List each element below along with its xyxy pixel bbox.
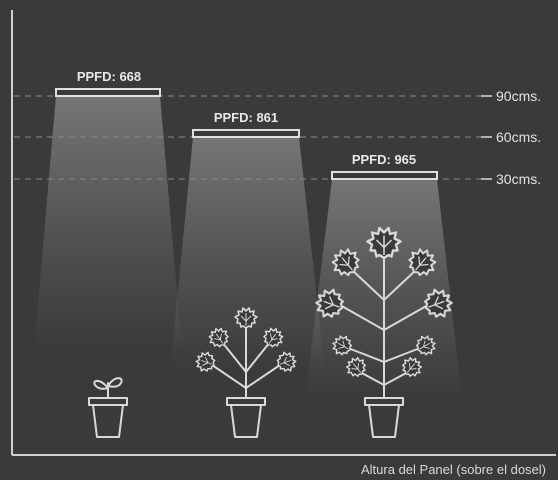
- mature-plant: [311, 226, 457, 438]
- light-beam-1: [34, 96, 182, 350]
- young-plant: [192, 307, 300, 438]
- height-markers: [481, 95, 492, 180]
- height-label-90: 90cms.: [496, 88, 541, 104]
- lamp-panel-2: [192, 129, 300, 138]
- height-label-30: 30cms.: [496, 171, 541, 187]
- ppfd-label-2: PPFD: 861: [214, 110, 278, 125]
- height-label-60: 60cms.: [496, 129, 541, 145]
- ppfd-label-3: PPFD: 965: [352, 152, 416, 167]
- seedling-plant: [88, 377, 128, 438]
- light-beam-2: [170, 137, 325, 372]
- x-axis-caption: Altura del Panel (sobre el dosel): [361, 462, 546, 477]
- lamp-panel-3: [331, 171, 438, 180]
- lamp-panel-1: [55, 88, 161, 97]
- ppfd-label-1: PPFD: 668: [77, 69, 141, 84]
